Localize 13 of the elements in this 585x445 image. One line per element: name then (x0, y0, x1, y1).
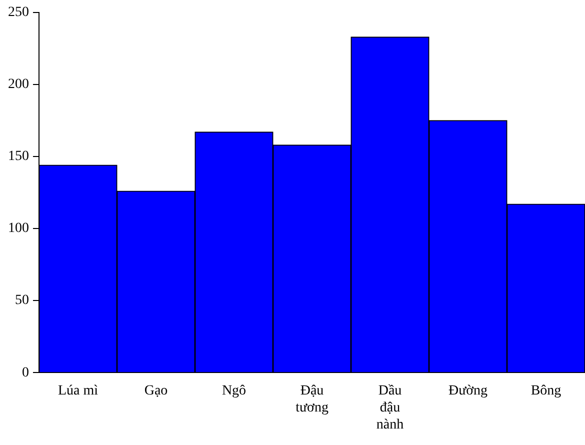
x-tick-label: Lúa mì (58, 384, 98, 399)
x-tick-label: Đường (448, 384, 488, 399)
y-tick-label: 0 (22, 365, 29, 380)
y-tick-label: 150 (8, 149, 29, 164)
x-tick-label: Dầu đậu nành (376, 384, 404, 432)
y-tick-label: 50 (15, 293, 29, 308)
x-tick-label: Ngô (222, 384, 246, 399)
x-tick-label: Bông (530, 384, 562, 399)
y-tick-label: 200 (8, 77, 29, 92)
x-tick-label: Đậu tương (296, 384, 328, 416)
y-tick-label: 250 (8, 5, 29, 20)
y-tick-label: 100 (8, 221, 29, 236)
x-tick-label: Gạo (144, 384, 168, 399)
